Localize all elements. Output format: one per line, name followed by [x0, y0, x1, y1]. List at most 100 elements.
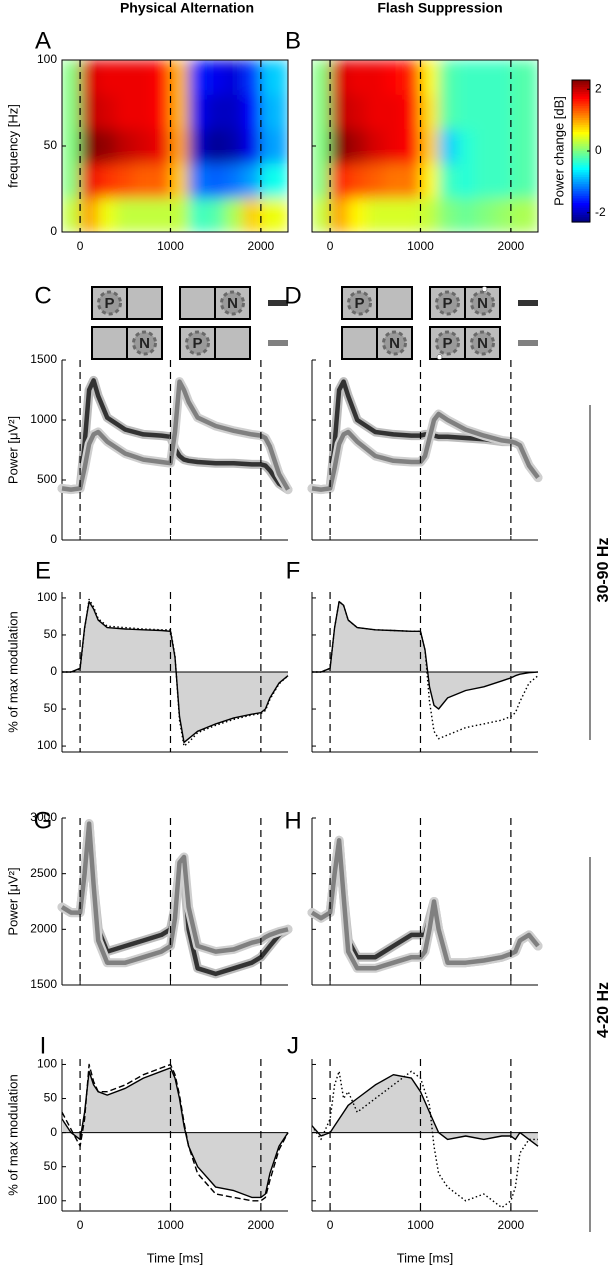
heatmap-cell — [188, 128, 208, 164]
heatmap-cell — [242, 60, 262, 95]
area — [312, 1074, 538, 1147]
grating — [382, 330, 407, 356]
stimulus-letter: N — [139, 335, 150, 352]
colorbar-slice — [572, 210, 590, 214]
heatmap-cell — [62, 197, 81, 232]
x-tick-label: 2000 — [248, 1218, 275, 1232]
heatmap-cell — [80, 163, 99, 199]
y-tick-label: 100 — [37, 738, 57, 752]
heatmap-cell — [188, 94, 208, 130]
heatmap-cell — [348, 94, 367, 130]
y-tick-label: 1000 — [30, 412, 57, 426]
colorbar-slice — [572, 132, 590, 136]
heatmap-cell — [420, 128, 440, 164]
colorbar-slice — [572, 195, 590, 199]
y-axis-label: frequency [Hz] — [5, 104, 20, 188]
colorbar-slice — [572, 184, 590, 188]
heatmap-cell — [456, 94, 476, 130]
y-tick-label: 100 — [37, 590, 57, 604]
heatmap-cell — [474, 163, 494, 199]
y-axis-label: % of max modulation — [5, 1074, 20, 1195]
x-tick-label: 2000 — [248, 239, 275, 253]
heatmap-cell — [134, 94, 153, 130]
heatmap-cell — [384, 60, 403, 95]
colorbar-slice — [572, 80, 590, 83]
colorbar-slice — [572, 136, 590, 140]
heatmap-cell — [170, 94, 190, 130]
grating — [132, 330, 157, 356]
heatmap-cell — [384, 197, 403, 232]
heatmap-cell — [456, 197, 476, 232]
heatmap-cell — [116, 163, 135, 199]
colorbar-slice — [572, 155, 590, 159]
y-tick-label: 2000 — [30, 922, 57, 936]
y-tick-label: 100 — [37, 52, 57, 66]
heatmap-cell — [98, 163, 117, 199]
heatmap-cell — [260, 197, 288, 232]
colorbar-slice — [572, 151, 590, 154]
heatmap-cell — [116, 94, 135, 130]
heatmap-cell — [420, 163, 440, 199]
heatmap-cell — [312, 60, 331, 95]
panel-letter: I — [40, 1032, 47, 1059]
heatmap-cell — [330, 197, 349, 232]
heatmap-cell — [134, 128, 153, 164]
colorbar-slice — [572, 179, 590, 183]
colorbar-slice — [572, 188, 590, 192]
colorbar-slice — [572, 96, 590, 100]
colorbar-slice — [572, 82, 590, 86]
y-tick-label: 0 — [50, 224, 57, 238]
colorbar-slice — [572, 153, 590, 157]
colorbar-slice — [572, 198, 590, 202]
heatmap-cell — [62, 128, 81, 164]
x-tick-label: 1000 — [157, 1218, 184, 1232]
heatmap-cell — [98, 60, 117, 95]
colorbar-tick-label: 2 — [595, 81, 602, 95]
heatmap-cell — [170, 163, 190, 199]
grating — [435, 330, 460, 356]
heatmap-cell — [188, 197, 208, 232]
heatmap-cell — [170, 60, 190, 95]
colorbar-slice — [572, 89, 590, 93]
colorbar-slice — [572, 98, 590, 102]
heatmap-cell — [366, 197, 385, 232]
x-tick-label: 1000 — [407, 239, 434, 253]
colorbar-slice — [572, 217, 590, 221]
y-tick-label: 0 — [50, 532, 57, 546]
y-axis-label: Power [μV²] — [5, 416, 20, 484]
series-line — [62, 598, 289, 747]
colorbar-slice — [572, 177, 590, 180]
heatmap-cell — [152, 163, 171, 199]
colorbar-tick-label: -2 — [595, 205, 606, 219]
heatmap-cell — [474, 60, 494, 95]
y-tick-label: 0 — [50, 1125, 57, 1139]
heatmap-cell — [98, 128, 117, 164]
y-tick-label: 50 — [44, 701, 58, 715]
heatmap-cell — [98, 94, 117, 130]
heatmap-cell — [134, 163, 153, 199]
y-tick-label: 100 — [37, 1057, 57, 1071]
colorbar-slice — [572, 143, 590, 147]
heatmap-cell — [260, 163, 288, 199]
colorbar-slice — [572, 94, 590, 98]
heatmap-cell — [242, 163, 262, 199]
colorbar-slice — [572, 174, 590, 178]
colorbar-slice — [572, 120, 590, 124]
y-tick-label: 50 — [44, 138, 58, 152]
heatmap-cell — [152, 128, 171, 164]
band-label: 30-90 Hz — [595, 538, 612, 603]
colorbar-slice — [572, 203, 590, 207]
heatmap-cell — [80, 128, 99, 164]
heatmap-cell — [402, 94, 421, 130]
heatmap-cell — [206, 163, 226, 199]
heatmap-cell — [510, 197, 538, 232]
heatmap-cell — [474, 128, 494, 164]
colorbar-slice — [572, 165, 590, 169]
heatmap-cell — [206, 197, 226, 232]
grating — [185, 330, 210, 356]
heatmap-cell — [206, 94, 226, 130]
heatmap-cell — [62, 94, 81, 130]
colorbar-slice — [572, 148, 590, 152]
heatmap-cell — [330, 163, 349, 199]
x-tick-label: 0 — [327, 239, 334, 253]
